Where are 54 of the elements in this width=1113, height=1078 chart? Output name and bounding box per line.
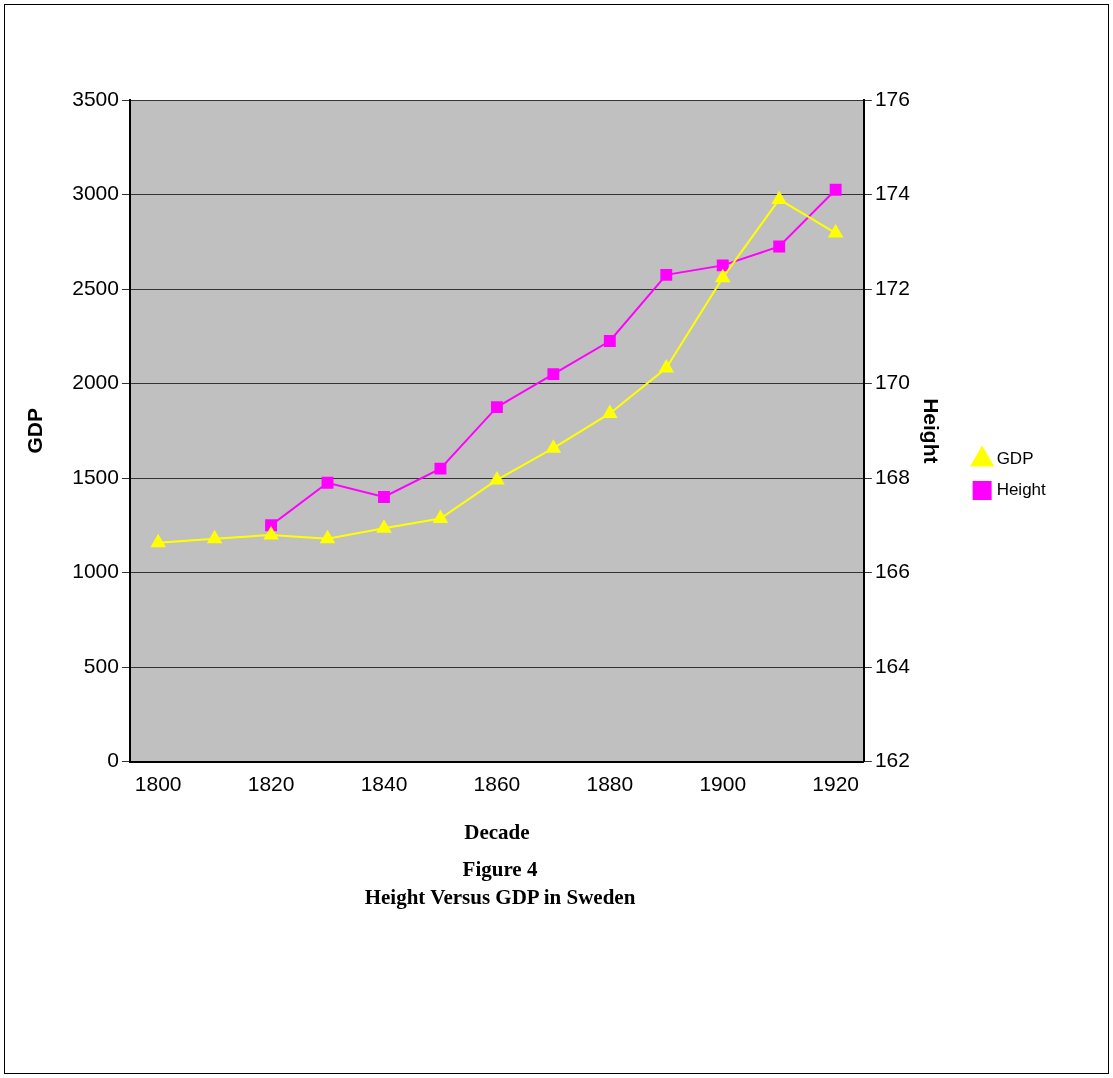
legend-label: GDP (996, 449, 1081, 469)
y-tick-label: 0 (107, 748, 119, 772)
point (659, 360, 674, 373)
point (376, 520, 392, 533)
x-tick-label: 1800 (134, 772, 182, 795)
y-tick-label: 500 (83, 653, 119, 677)
y-tick-label: 2000 (72, 370, 119, 394)
x-tick-label: 1880 (586, 772, 634, 795)
y2-tick-label: 170 (874, 370, 910, 394)
point (547, 368, 560, 381)
point (773, 240, 786, 253)
point (603, 335, 616, 347)
x-axis-title: Decade (464, 819, 530, 844)
y-axis-title: GDP (23, 408, 47, 454)
y2-tick-label: 172 (874, 275, 910, 299)
y2-tick-label: 176 (874, 86, 910, 110)
point (828, 225, 843, 238)
y2-tick-label: 166 (874, 559, 910, 583)
text: Figure 4 (461, 856, 539, 883)
point (378, 491, 390, 503)
x-tick-label: 1840 (360, 772, 408, 795)
y-tick-label: 2500 (72, 275, 119, 299)
point (265, 519, 278, 532)
y-tick-label: 1000 (72, 559, 119, 583)
y-tick-label: 3000 (72, 181, 119, 205)
x-tick-label: 1920 (812, 772, 860, 795)
x-tick-label: 1900 (699, 772, 747, 795)
point (151, 534, 166, 548)
point (320, 530, 335, 544)
point (321, 476, 334, 489)
y2-tick-label: 174 (874, 181, 911, 205)
y-tick-label: 3500 (72, 86, 119, 110)
text: Height Versus GDP in Sweden (363, 884, 637, 911)
x-tick-label: 1860 (473, 772, 521, 795)
point (546, 440, 561, 453)
point (434, 462, 447, 475)
y-tick-label: 1500 (72, 464, 119, 488)
x-tick-label: 1820 (247, 772, 295, 795)
point (829, 183, 842, 196)
point (772, 191, 787, 204)
point (207, 530, 222, 544)
point (433, 510, 448, 524)
point (660, 268, 673, 281)
point (602, 405, 617, 418)
y2-tick-label: 168 (874, 464, 910, 488)
y2-axis-title: Height (919, 398, 943, 464)
point (715, 269, 730, 283)
point (716, 259, 729, 272)
y2-tick-label: 162 (874, 748, 910, 772)
point (490, 401, 503, 414)
y2-tick-label: 164 (874, 653, 911, 677)
point (264, 526, 279, 540)
point (489, 471, 504, 485)
legend-label: Height (996, 480, 1093, 500)
